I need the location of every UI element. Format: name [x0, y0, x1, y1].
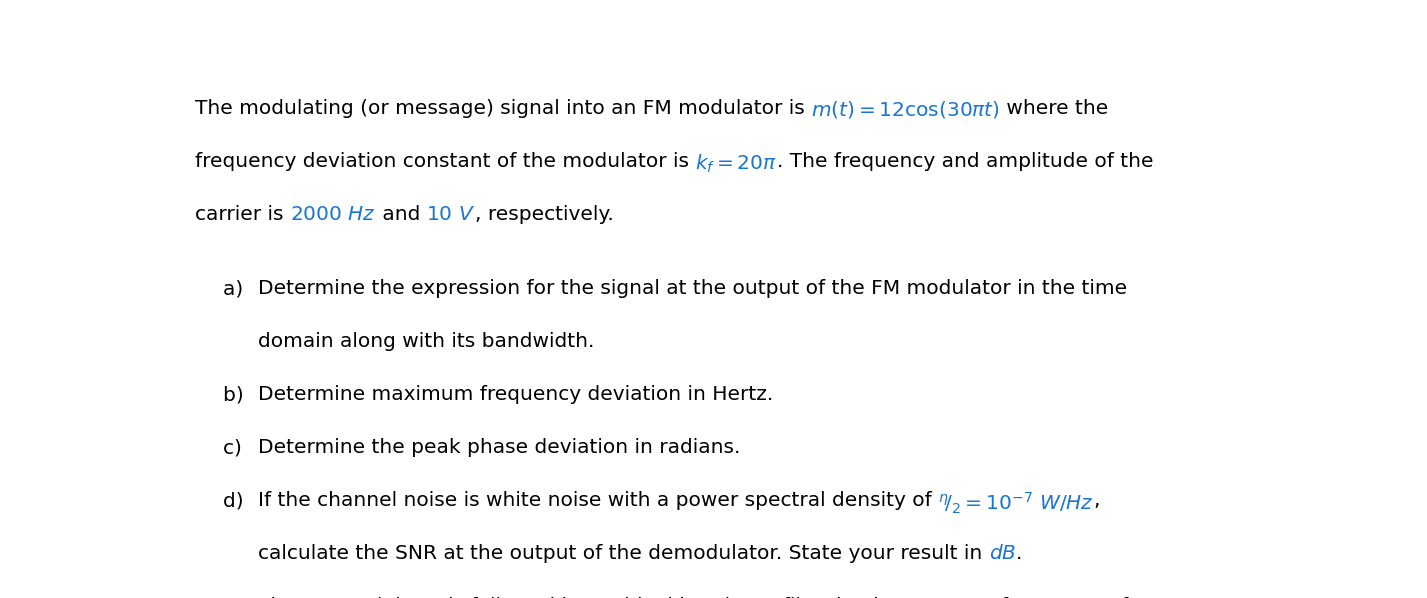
Text: $^{\eta}\!/_{2} = 10^{-7}\ W/Hz$: $^{\eta}\!/_{2} = 10^{-7}\ W/Hz$: [938, 491, 1093, 517]
Text: a): a): [223, 279, 263, 298]
Text: $m(t) = 12\cos(30\pi t)$: $m(t) = 12\cos(30\pi t)$: [811, 99, 1000, 120]
Text: $2000\ Hz$: $2000\ Hz$: [290, 205, 375, 224]
Text: e): e): [223, 597, 263, 598]
Text: .: .: [1016, 544, 1022, 563]
Text: carrier is: carrier is: [195, 205, 290, 224]
Text: domain along with its bandwidth.: domain along with its bandwidth.: [258, 332, 595, 352]
Text: $10\ V$: $10\ V$: [427, 205, 475, 224]
Text: c): c): [223, 438, 261, 457]
Text: Determine the expression for the signal at the output of the FM modulator in the: Determine the expression for the signal …: [258, 279, 1127, 298]
Text: $k_f = 20\pi$: $k_f = 20\pi$: [695, 152, 778, 175]
Text: $dB$: $dB$: [989, 544, 1016, 563]
Text: where the: where the: [1000, 99, 1109, 118]
Text: The modulating (or message) signal into an FM modulator is: The modulating (or message) signal into …: [195, 99, 811, 118]
Text: ,: ,: [1093, 491, 1100, 510]
Text: b): b): [223, 385, 264, 404]
Text: frequency deviation constant of the modulator is: frequency deviation constant of the modu…: [195, 152, 695, 172]
Text: . The frequency and amplitude of the: . The frequency and amplitude of the: [778, 152, 1153, 172]
Text: If the channel noise is white noise with a power spectral density of: If the channel noise is white noise with…: [258, 491, 938, 510]
Text: and: and: [375, 205, 427, 224]
Text: d): d): [223, 491, 264, 510]
Text: The FM modulator is followed by an ideal bandpass filter having a center frequen: The FM modulator is followed by an ideal…: [258, 597, 1129, 598]
Text: Determine the peak phase deviation in radians.: Determine the peak phase deviation in ra…: [258, 438, 741, 457]
Text: , respectively.: , respectively.: [475, 205, 614, 224]
Text: calculate the SNR at the output of the demodulator. State your result in: calculate the SNR at the output of the d…: [258, 544, 989, 563]
Text: Determine maximum frequency deviation in Hertz.: Determine maximum frequency deviation in…: [258, 385, 773, 404]
